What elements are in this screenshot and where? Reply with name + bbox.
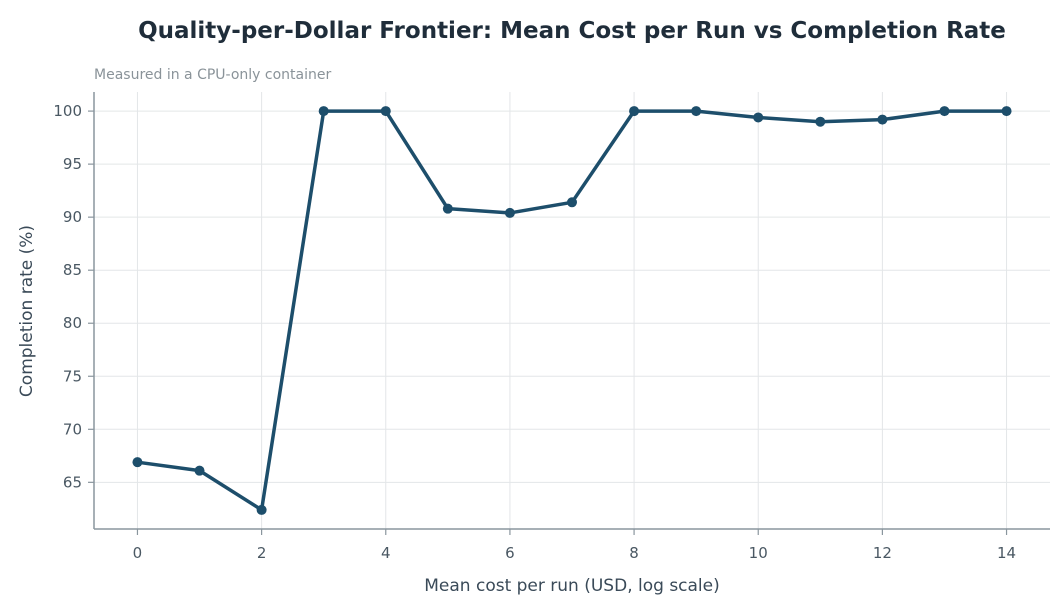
x-tick-label: 2 — [257, 544, 267, 562]
x-tick-label: 0 — [133, 544, 143, 562]
x-tick-label: 10 — [749, 544, 768, 562]
data-point — [442, 203, 453, 214]
y-tick-label: 70 — [63, 420, 82, 438]
x-tick-label: 14 — [997, 544, 1016, 562]
data-point — [629, 106, 640, 117]
y-tick-label: 75 — [63, 367, 82, 385]
x-tick-label: 12 — [873, 544, 892, 562]
data-point — [1001, 106, 1012, 117]
data-point — [567, 197, 577, 208]
series-layer — [132, 106, 1012, 515]
x-tick-label: 6 — [505, 544, 515, 562]
data-point — [939, 106, 950, 117]
data-point — [691, 106, 702, 117]
data-point — [380, 106, 391, 117]
series-line — [135, 109, 1009, 512]
data-point — [318, 106, 329, 117]
ticks: 0 2 4 6 8 10 12 14 65 70 75 80 85 90 95 100 — [53, 102, 1016, 562]
data-point — [753, 112, 764, 123]
y-tick-label: 90 — [63, 208, 82, 226]
y-tick-label: 95 — [63, 155, 82, 173]
data-point — [194, 465, 205, 476]
chart-subtitle: Measured in a CPU-only container — [94, 67, 331, 83]
y-axis-label: Completion rate (%) — [17, 225, 37, 397]
x-tick-label: 4 — [381, 544, 391, 562]
data-point — [504, 207, 515, 218]
y-tick-label: 85 — [63, 261, 82, 279]
y-tick-label: 100 — [53, 102, 82, 120]
chart-title: Quality-per-Dollar Frontier: Mean Cost p… — [138, 18, 1006, 44]
data-point — [815, 116, 826, 127]
data-point — [256, 504, 267, 515]
x-axis-label: Mean cost per run (USD, log scale) — [424, 576, 720, 596]
data-point — [132, 457, 143, 468]
axes — [93, 92, 1050, 530]
data-point — [877, 114, 888, 125]
grid — [94, 92, 1050, 529]
y-tick-label: 80 — [63, 314, 82, 332]
y-tick-label: 65 — [63, 473, 82, 491]
x-tick-label: 8 — [629, 544, 639, 562]
